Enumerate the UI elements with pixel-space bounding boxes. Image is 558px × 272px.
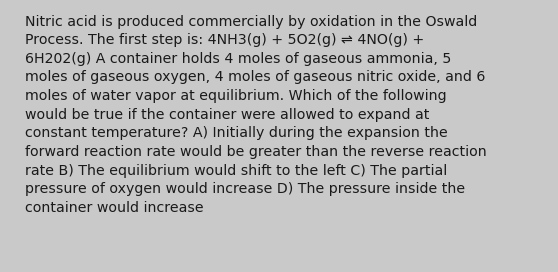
Text: Nitric acid is produced commercially by oxidation in the Oswald
Process. The fir: Nitric acid is produced commercially by … bbox=[25, 15, 487, 215]
